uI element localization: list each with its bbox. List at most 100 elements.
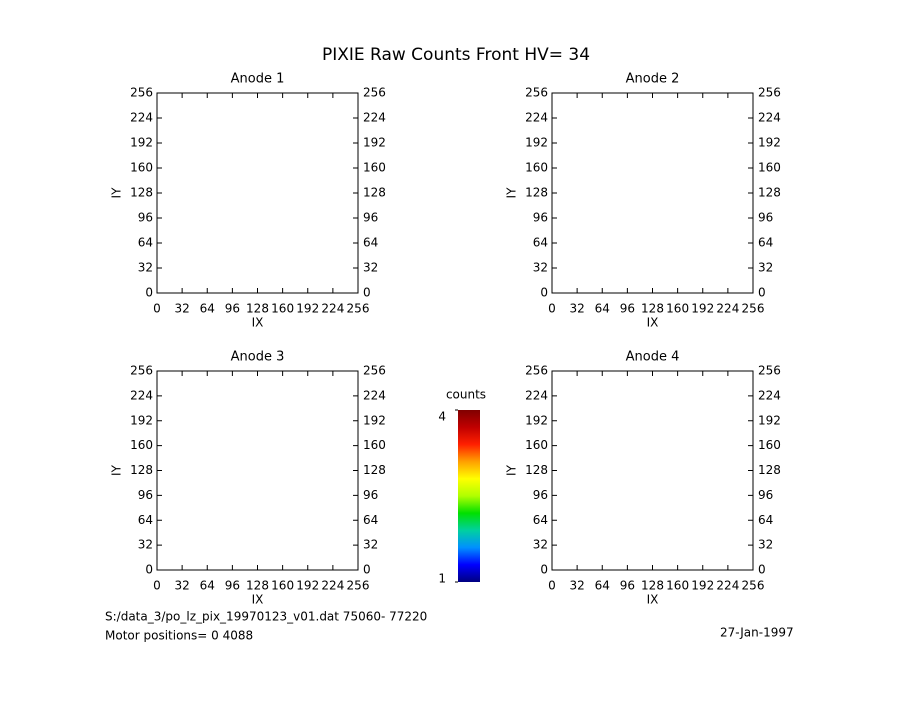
panel-title: Anode 3 xyxy=(231,350,285,365)
y2-tick-label: 32 xyxy=(363,261,378,275)
y2-tick-label: 0 xyxy=(758,563,766,577)
x-tick-label: 224 xyxy=(716,579,739,593)
x-tick-label: 160 xyxy=(666,302,689,316)
y-tick-label: 128 xyxy=(130,186,153,200)
y-tick-label: 0 xyxy=(145,563,153,577)
y-axis-label: IY xyxy=(505,187,519,199)
y-tick-label: 128 xyxy=(130,463,153,477)
colorbar-title: counts xyxy=(446,388,486,402)
y-tick-label: 160 xyxy=(525,438,548,452)
x-tick-label: 224 xyxy=(716,302,739,316)
y2-tick-label: 224 xyxy=(363,111,386,125)
y2-tick-label: 160 xyxy=(758,161,781,175)
x-tick-label: 192 xyxy=(691,579,714,593)
y-tick-label: 64 xyxy=(138,513,153,527)
y-tick-label: 256 xyxy=(130,364,153,378)
y-tick-label: 0 xyxy=(540,286,548,300)
file-info: S:/data_3/po_lz_pix_19970123_v01.dat 750… xyxy=(105,610,427,624)
y-tick-label: 96 xyxy=(533,488,548,502)
y-tick-label: 64 xyxy=(533,236,548,250)
x-tick-label: 64 xyxy=(595,579,610,593)
y2-tick-label: 0 xyxy=(363,563,371,577)
x-tick-label: 128 xyxy=(641,579,664,593)
x-axis-label: IX xyxy=(647,593,659,607)
x-tick-label: 32 xyxy=(569,579,584,593)
x-tick-label: 128 xyxy=(246,579,269,593)
y2-tick-label: 96 xyxy=(363,211,378,225)
x-axis-label: IX xyxy=(252,593,264,607)
x-tick-label: 32 xyxy=(174,579,189,593)
panel-title: Anode 1 xyxy=(231,72,285,87)
x-axis-label: IX xyxy=(252,316,264,330)
y2-tick-label: 96 xyxy=(758,211,773,225)
x-tick-label: 128 xyxy=(246,302,269,316)
y2-tick-label: 224 xyxy=(758,111,781,125)
y-tick-label: 192 xyxy=(525,136,548,150)
y2-tick-label: 256 xyxy=(363,86,386,100)
y2-tick-label: 32 xyxy=(363,538,378,552)
y-tick-label: 96 xyxy=(138,488,153,502)
y-axis-label: IY xyxy=(110,187,124,199)
x-tick-label: 96 xyxy=(620,302,635,316)
y2-tick-label: 256 xyxy=(758,86,781,100)
y2-tick-label: 96 xyxy=(758,488,773,502)
x-tick-label: 192 xyxy=(691,302,714,316)
x-tick-label: 160 xyxy=(271,579,294,593)
y-tick-label: 192 xyxy=(525,413,548,427)
x-tick-label: 160 xyxy=(666,579,689,593)
y2-tick-label: 224 xyxy=(363,388,386,402)
x-tick-label: 256 xyxy=(347,302,370,316)
y-tick-label: 160 xyxy=(130,161,153,175)
y-tick-label: 192 xyxy=(130,413,153,427)
y-tick-label: 256 xyxy=(130,86,153,100)
x-tick-label: 224 xyxy=(321,579,344,593)
y-tick-label: 32 xyxy=(138,261,153,275)
panel-title: Anode 4 xyxy=(626,350,680,365)
x-axis-label: IX xyxy=(647,316,659,330)
x-tick-label: 0 xyxy=(548,302,556,316)
y2-tick-label: 224 xyxy=(758,388,781,402)
y2-tick-label: 256 xyxy=(758,364,781,378)
y-tick-label: 224 xyxy=(525,388,548,402)
y-tick-label: 64 xyxy=(138,236,153,250)
y-tick-label: 128 xyxy=(525,186,548,200)
y2-tick-label: 128 xyxy=(758,463,781,477)
y-tick-label: 96 xyxy=(533,211,548,225)
y-tick-label: 160 xyxy=(525,161,548,175)
y-axis-label: IY xyxy=(505,464,519,476)
date: 27-Jan-1997 xyxy=(720,626,794,640)
y2-tick-label: 128 xyxy=(758,186,781,200)
y-tick-label: 160 xyxy=(130,438,153,452)
y-tick-label: 32 xyxy=(533,538,548,552)
x-tick-label: 256 xyxy=(347,579,370,593)
y2-tick-label: 96 xyxy=(363,488,378,502)
x-tick-label: 96 xyxy=(225,302,240,316)
y-tick-label: 224 xyxy=(525,111,548,125)
colorbar-tick-label: 4 xyxy=(438,410,446,424)
page-title: PIXIE Raw Counts Front HV= 34 xyxy=(322,45,590,65)
x-tick-label: 256 xyxy=(742,579,765,593)
y2-tick-label: 160 xyxy=(363,438,386,452)
y2-tick-label: 64 xyxy=(758,236,773,250)
x-tick-label: 64 xyxy=(200,579,215,593)
y2-tick-label: 192 xyxy=(363,413,386,427)
colorbar xyxy=(458,410,480,582)
y2-tick-label: 128 xyxy=(363,186,386,200)
y-tick-label: 0 xyxy=(145,286,153,300)
y-tick-label: 224 xyxy=(130,388,153,402)
x-tick-label: 256 xyxy=(742,302,765,316)
x-tick-label: 96 xyxy=(225,579,240,593)
y2-tick-label: 128 xyxy=(363,463,386,477)
y-tick-label: 0 xyxy=(540,563,548,577)
y2-tick-label: 64 xyxy=(363,236,378,250)
x-tick-label: 0 xyxy=(153,302,161,316)
y2-tick-label: 192 xyxy=(758,413,781,427)
x-tick-label: 224 xyxy=(321,302,344,316)
x-tick-label: 0 xyxy=(153,579,161,593)
motor-info: Motor positions= 0 4088 xyxy=(105,629,253,643)
x-tick-label: 96 xyxy=(620,579,635,593)
y2-tick-label: 32 xyxy=(758,538,773,552)
x-tick-label: 128 xyxy=(641,302,664,316)
